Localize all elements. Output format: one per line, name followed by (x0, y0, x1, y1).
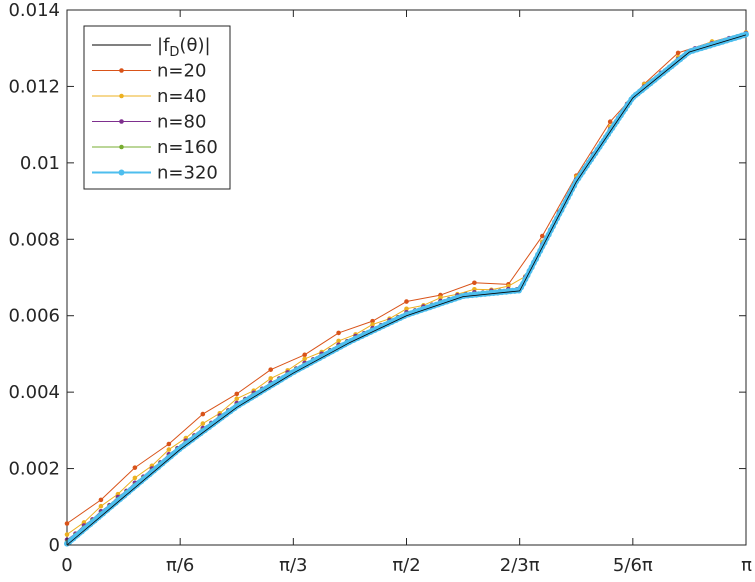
legend-item: n=80 (92, 112, 206, 133)
legend-label: n=160 (157, 137, 218, 158)
data-point-n-20 (234, 391, 240, 397)
y-tick-label: 0.012 (8, 76, 60, 97)
legend-swatch-marker (119, 93, 124, 99)
x-axis-ticks: 0 π/6 π/3 π/2 2/3π 5/6π π (61, 10, 752, 576)
data-point-n-40 (370, 322, 375, 327)
legend-label: |fD(θ)| (157, 35, 211, 60)
legend-swatch-marker (118, 169, 125, 176)
x-tick-label: 5/6π (613, 555, 653, 576)
data-point-n-40 (98, 503, 104, 509)
data-point-n-20 (472, 280, 477, 286)
data-point-n-40 (404, 306, 409, 312)
x-tick-label: π/3 (279, 555, 307, 576)
y-tick-label: 0.004 (8, 382, 60, 403)
legend-item: |fD(θ)| (92, 35, 211, 60)
data-point-n-40 (438, 295, 443, 300)
x-tick-label: π/2 (392, 555, 420, 576)
legend-item: n=20 (92, 61, 206, 82)
data-point-n-40 (336, 338, 341, 344)
legend-label: n=20 (157, 61, 206, 82)
y-tick-label: 0.01 (20, 153, 60, 174)
reference-line (66, 34, 747, 546)
data-point-n-20 (302, 352, 307, 358)
data-point-n-20 (404, 299, 409, 304)
legend-swatch-marker (119, 68, 124, 73)
data-point-n-40 (132, 475, 138, 481)
x-tick-label: 2/3π (500, 555, 540, 576)
legend-swatch-marker (119, 119, 124, 124)
data-point-n-40 (234, 396, 240, 402)
data-point-n-20 (336, 330, 341, 336)
legend: |fD(θ)|n=20 n=40 n=80 n=160 n=320 (83, 25, 231, 190)
legend-label: n=40 (157, 86, 206, 107)
data-point-n-40 (268, 376, 274, 381)
data-point-n-20 (200, 411, 206, 417)
legend-item: n=160 (92, 137, 218, 158)
data-point-n-40 (302, 356, 307, 362)
legend-item: n=320 (92, 163, 218, 184)
data-point-n-20 (132, 465, 138, 470)
x-tick-label: 0 (61, 555, 72, 576)
y-tick-label: 0.002 (8, 459, 60, 480)
legend-label: n=80 (157, 112, 206, 133)
data-point-n-320 (743, 31, 749, 38)
data-point-n-40 (200, 421, 206, 426)
series-layer (64, 30, 749, 547)
legend-label: n=320 (157, 163, 218, 184)
y-axis-ticks: 0 0.002 0.004 0.006 0.008 0.01 0.012 0.014 (8, 0, 746, 556)
data-point-n-20 (540, 233, 545, 239)
legend-swatch-marker (119, 144, 124, 150)
data-point-n-20 (370, 318, 375, 324)
data-point-n-20 (607, 119, 613, 125)
x-tick-label: π/6 (166, 555, 194, 576)
data-point-n-20 (166, 441, 172, 447)
x-tick-label: π (741, 555, 752, 576)
data-point-n-20 (64, 521, 70, 526)
data-point-n-20 (675, 50, 681, 56)
y-tick-label: 0.008 (8, 229, 60, 250)
y-tick-label: 0 (49, 535, 60, 556)
data-point-n-20 (268, 367, 274, 372)
y-tick-label: 0.014 (8, 0, 60, 21)
data-point-n-20 (98, 497, 104, 503)
y-tick-label: 0.006 (8, 306, 60, 327)
legend-item: n=40 (92, 86, 206, 107)
data-point-n-40 (166, 447, 172, 452)
legend-box (83, 25, 231, 190)
data-point-n-40 (64, 532, 70, 537)
